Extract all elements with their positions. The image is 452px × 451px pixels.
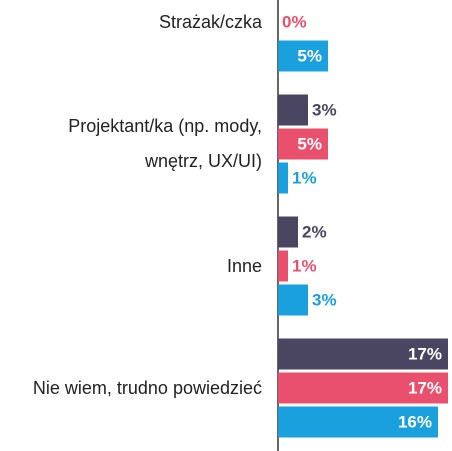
bar xyxy=(278,338,448,370)
bar xyxy=(278,372,448,404)
value-label: 0% xyxy=(282,13,307,32)
bar xyxy=(278,284,308,316)
value-label: 1% xyxy=(292,257,317,276)
value-label: 16% xyxy=(398,413,432,432)
value-label: 3% xyxy=(312,101,337,120)
category-label: Inne xyxy=(226,255,262,276)
bar xyxy=(278,40,328,72)
value-label: 17% xyxy=(408,379,442,398)
category-label: Projektant/ka (np. mody, wnętrz, UX/UI) xyxy=(68,116,262,171)
category-label: Strażak/czka xyxy=(158,11,262,32)
bar xyxy=(278,216,298,248)
bar xyxy=(278,128,328,160)
bar xyxy=(278,250,288,282)
bar xyxy=(278,94,308,126)
value-label: 1% xyxy=(292,169,317,188)
value-label: 5% xyxy=(297,135,322,154)
category-label: Nie wiem, trudno powiedzieć xyxy=(32,377,262,398)
value-label: 17% xyxy=(408,345,442,364)
bar xyxy=(278,162,288,194)
value-label: 2% xyxy=(302,223,327,242)
value-label: 5% xyxy=(297,47,322,66)
value-label: 3% xyxy=(312,291,337,310)
bar xyxy=(278,406,438,438)
